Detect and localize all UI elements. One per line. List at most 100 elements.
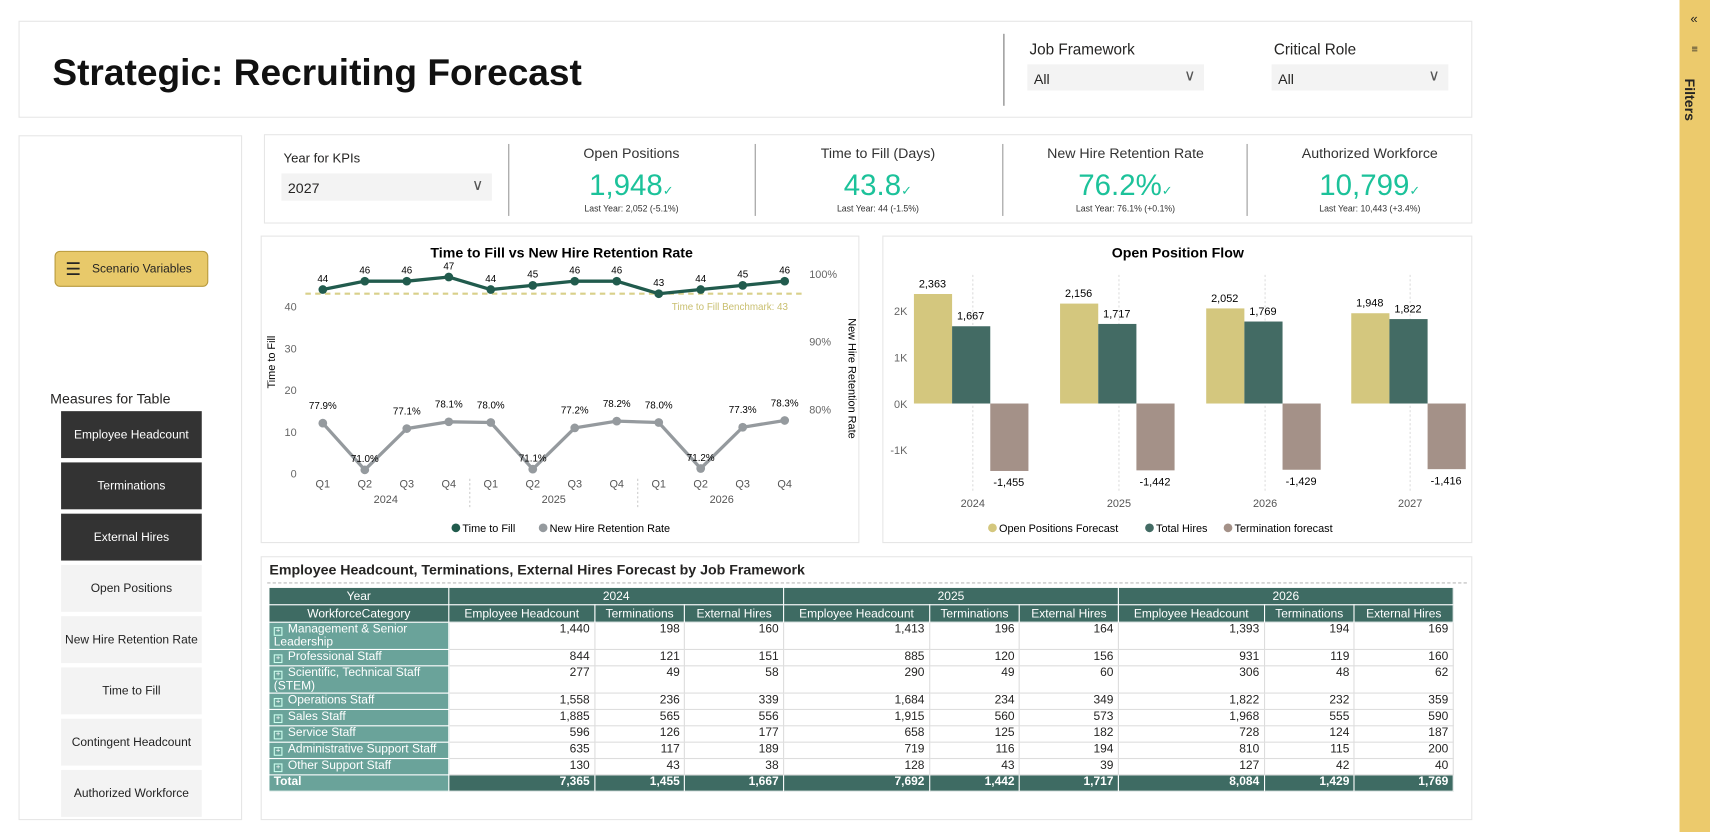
- category-cell[interactable]: + Management & Senior Leadership: [268, 621, 450, 650]
- dropdown-value: All: [1278, 70, 1294, 88]
- forecast-table: Year 2024 2025 2026 WorkforceCategory Employe…: [268, 586, 1454, 792]
- expand-icon[interactable]: +: [273, 697, 283, 707]
- data-point[interactable]: [528, 464, 538, 474]
- data-point[interactable]: [738, 280, 748, 290]
- bar[interactable]: [1351, 313, 1390, 404]
- measure-column-header[interactable]: Terminations: [1263, 604, 1355, 623]
- data-label: 71.2%: [687, 453, 715, 464]
- measure-column-header[interactable]: Employee Headcount: [1117, 604, 1265, 623]
- measure-button[interactable]: New Hire Retention Rate: [61, 616, 202, 664]
- bar[interactable]: [1282, 403, 1321, 470]
- filters-pane[interactable]: « ≡ Filters: [1679, 0, 1710, 832]
- data-point[interactable]: [360, 276, 370, 286]
- value-cell: 277: [448, 665, 596, 694]
- expand-icon[interactable]: +: [273, 670, 283, 680]
- value-cell: 194: [1263, 621, 1355, 650]
- data-point[interactable]: [402, 424, 412, 433]
- category-cell[interactable]: + Sales Staff: [268, 708, 450, 727]
- data-point[interactable]: [486, 285, 496, 294]
- expand-icon[interactable]: +: [273, 654, 283, 664]
- data-point[interactable]: [486, 418, 496, 427]
- data-point[interactable]: [360, 465, 370, 475]
- measure-column-header[interactable]: Terminations: [594, 604, 686, 623]
- legend-label[interactable]: Termination forecast: [1235, 523, 1333, 535]
- bar[interactable]: [990, 403, 1029, 471]
- bar[interactable]: [1427, 403, 1466, 470]
- legend-label[interactable]: Time to Fill: [462, 523, 515, 535]
- data-point[interactable]: [654, 418, 664, 427]
- bar[interactable]: [1136, 403, 1175, 471]
- bar[interactable]: [913, 293, 953, 404]
- data-point[interactable]: [612, 416, 622, 426]
- measure-column-header[interactable]: Employee Headcount: [783, 604, 930, 623]
- expand-icon[interactable]: +: [273, 714, 283, 724]
- data-label: 78.0%: [645, 400, 673, 411]
- data-point[interactable]: [780, 276, 790, 286]
- measure-column-header[interactable]: Employee Headcount: [448, 604, 596, 623]
- value-cell: 42: [1263, 757, 1355, 776]
- data-point[interactable]: [612, 276, 622, 286]
- category-cell[interactable]: + Service Staff: [268, 725, 450, 743]
- expand-icon[interactable]: +: [273, 747, 283, 756]
- table-row: + Operations Staff 1,558 236 339 1,684 234 349 1…: [268, 692, 1454, 710]
- measure-column-header[interactable]: External Hires: [1353, 604, 1454, 623]
- scenario-variables-button[interactable]: ☰ Scenario Variables: [54, 250, 209, 287]
- category-cell[interactable]: + Professional Staff: [268, 648, 450, 667]
- value-cell: 565: [594, 708, 686, 727]
- category-cell[interactable]: + Other Support Staff: [268, 757, 450, 776]
- data-point[interactable]: [738, 422, 748, 432]
- expand-icon[interactable]: +: [273, 763, 283, 773]
- data-point[interactable]: [528, 280, 538, 290]
- value-cell: 130: [448, 757, 596, 776]
- legend-label[interactable]: New Hire Retention Rate: [550, 523, 670, 535]
- bar[interactable]: [1244, 321, 1283, 404]
- category-header: WorkforceCategory: [268, 604, 450, 623]
- data-point[interactable]: [318, 418, 328, 428]
- critical-role-dropdown[interactable]: All ∨: [1271, 64, 1449, 91]
- legend-label[interactable]: Open Positions Forecast: [999, 523, 1118, 535]
- x-tick: Q3: [400, 478, 415, 490]
- bar[interactable]: [1206, 308, 1245, 404]
- data-point[interactable]: [654, 289, 664, 299]
- measure-button[interactable]: Contingent Headcount: [61, 718, 202, 766]
- measure-button[interactable]: Open Positions: [61, 564, 202, 612]
- data-point[interactable]: [444, 272, 454, 282]
- value-cell: 1,558: [448, 692, 596, 710]
- data-point[interactable]: [696, 464, 706, 473]
- category-cell[interactable]: + Scientific, Technical Staff (STEM): [268, 665, 450, 694]
- kpi-panel: Year for KPIs 2027 ∨ Open Positions 1,948✓…: [263, 134, 1473, 224]
- collapse-icon[interactable]: «: [1690, 10, 1698, 27]
- measure-button[interactable]: External Hires: [61, 513, 202, 561]
- expand-icon[interactable]: +: [273, 627, 283, 636]
- data-point[interactable]: [570, 423, 580, 433]
- measure-column-header[interactable]: External Hires: [1018, 604, 1119, 623]
- measure-button[interactable]: Time to Fill: [61, 667, 202, 715]
- bar[interactable]: [1098, 323, 1137, 404]
- bar[interactable]: [952, 326, 991, 404]
- measure-button[interactable]: Employee Headcount: [61, 411, 202, 459]
- data-point[interactable]: [780, 416, 790, 425]
- data-point[interactable]: [696, 285, 706, 294]
- data-point[interactable]: [402, 276, 412, 286]
- data-point[interactable]: [444, 417, 454, 427]
- measure-column-header[interactable]: External Hires: [684, 604, 785, 623]
- value-cell: 49: [928, 665, 1021, 694]
- category-cell[interactable]: + Administrative Support Staff: [268, 741, 450, 760]
- data-point[interactable]: [570, 276, 580, 286]
- measure-button[interactable]: Authorized Workforce: [61, 769, 202, 817]
- x-tick: Q4: [609, 478, 624, 490]
- year-kpi-dropdown[interactable]: 2027 ∨: [281, 173, 492, 201]
- measure-button[interactable]: Terminations: [61, 462, 202, 510]
- value-cell: 164: [1018, 621, 1119, 650]
- legend-label[interactable]: Total Hires: [1156, 523, 1208, 535]
- kpi-title: Authorized Workforce: [1301, 145, 1438, 162]
- data-point[interactable]: [318, 285, 328, 294]
- job-framework-dropdown[interactable]: All ∨: [1027, 64, 1205, 91]
- bar[interactable]: [1060, 303, 1099, 404]
- category-cell[interactable]: + Operations Staff: [268, 692, 450, 710]
- bar[interactable]: [1389, 319, 1428, 404]
- expand-icon[interactable]: +: [273, 730, 283, 740]
- year-column-header: 2025: [783, 586, 1119, 606]
- data-label: 78.0%: [477, 400, 505, 411]
- measure-column-header[interactable]: Terminations: [928, 604, 1021, 623]
